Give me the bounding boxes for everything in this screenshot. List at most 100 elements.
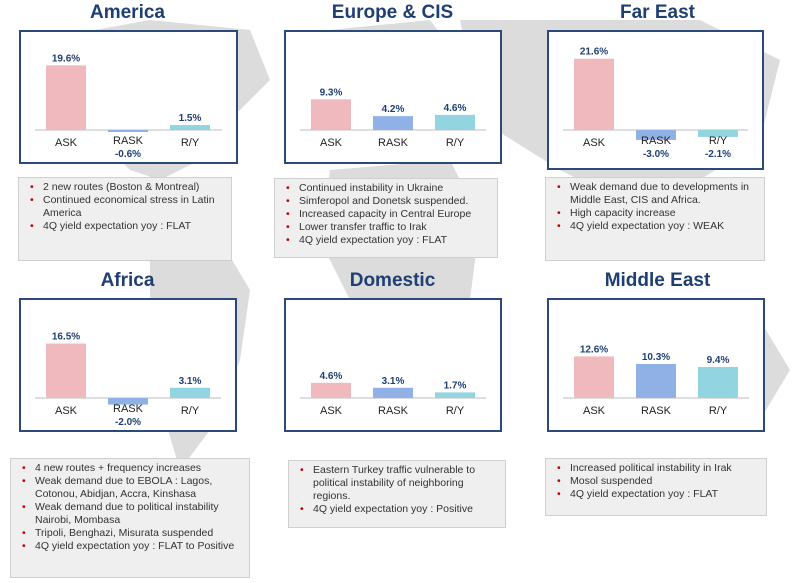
- value-label: 4.2%: [382, 104, 405, 115]
- value-label: 10.3%: [642, 352, 670, 363]
- note-item: Continued economical stress in Latin Ame…: [30, 194, 225, 220]
- panel-africa: Africa 16.5% ASK -2.0% RASK 3.1% R/Y 4 new ro…: [10, 268, 255, 583]
- value-label: 19.6%: [52, 53, 80, 64]
- note-item: 4Q yield expectation yoy : FLAT: [286, 234, 491, 247]
- value-label: 3.1%: [179, 376, 202, 387]
- note-item: 4Q yield expectation yoy : WEAK: [557, 220, 758, 233]
- category-label: ASK: [55, 137, 78, 149]
- note-item: 4Q yield expectation yoy : Positive: [300, 503, 499, 516]
- bar-ask: [46, 343, 86, 398]
- value-label: -2.0%: [115, 417, 141, 428]
- panel-far-east: Far East 21.6% ASK -3.0% RASK -2.1% R/Y Weak …: [545, 0, 770, 265]
- chart-frame: 4.6% ASK 3.1% RASK 1.7% R/Y: [284, 298, 502, 432]
- value-label: 16.5%: [52, 332, 80, 343]
- chart-frame: 12.6% ASK 10.3% RASK 9.4% R/Y: [547, 298, 765, 432]
- bar-ask: [574, 58, 614, 130]
- note-item: Eastern Turkey traffic vulnerable to pol…: [300, 464, 499, 503]
- region-title: America: [90, 2, 165, 23]
- notes-list: Weak demand due to developments in Middl…: [552, 181, 758, 233]
- bar-r-y: [698, 366, 738, 398]
- bar-chart: 19.6% ASK -0.6% RASK 1.5% R/Y: [35, 53, 222, 160]
- bar-rask: [636, 130, 676, 140]
- value-label: 12.6%: [580, 344, 608, 355]
- notes-box: Eastern Turkey traffic vulnerable to pol…: [288, 460, 506, 528]
- category-label: RASK: [641, 135, 672, 147]
- notes-box: 4 new routes + frequency increases Weak …: [10, 458, 250, 578]
- bar-r-y: [435, 392, 475, 398]
- note-item: 2 new routes (Boston & Montreal): [30, 181, 225, 194]
- bar-r-y: [435, 114, 475, 130]
- category-label: R/Y: [709, 405, 728, 417]
- notes-list: Continued instability in Ukraine Simfero…: [281, 182, 491, 247]
- bar-rask: [108, 130, 148, 132]
- bar-ask: [311, 382, 351, 398]
- notes-list: 4 new routes + frequency increases Weak …: [17, 462, 243, 553]
- bar-chart: 21.6% ASK -3.0% RASK -2.1% R/Y: [563, 47, 748, 160]
- bar-r-y: [170, 125, 210, 130]
- note-item: 4Q yield expectation yoy : FLAT: [30, 220, 225, 233]
- panel-europe: Europe & CIS 9.3% ASK 4.2% RASK 4.6% R/Y Cont…: [274, 0, 505, 265]
- note-item: Weak demand due to political instability…: [22, 501, 243, 527]
- region-title: Middle East: [604, 270, 711, 291]
- note-item: Mosol suspended: [557, 475, 760, 488]
- notes-list: Increased political instability in Irak …: [552, 462, 760, 501]
- value-label: -0.6%: [115, 149, 141, 160]
- note-item: Continued instability in Ukraine: [286, 182, 491, 195]
- note-item: 4Q yield expectation yoy : FLAT: [557, 488, 760, 501]
- bar-rask: [108, 398, 148, 405]
- bar-ask: [46, 65, 86, 130]
- category-label: R/Y: [446, 137, 465, 149]
- category-label: ASK: [320, 137, 343, 149]
- note-item: Increased political instability in Irak: [557, 462, 760, 475]
- value-label: 4.6%: [444, 103, 467, 114]
- notes-box: Continued instability in Ukraine Simfero…: [274, 178, 498, 258]
- bar-chart: 12.6% ASK 10.3% RASK 9.4% R/Y: [563, 344, 749, 417]
- bar-chart: 4.6% ASK 3.1% RASK 1.7% R/Y: [300, 371, 486, 417]
- category-label: RASK: [378, 137, 409, 149]
- note-item: Increased capacity in Central Europe: [286, 208, 491, 221]
- category-label: ASK: [583, 137, 606, 149]
- chart-frame: 16.5% ASK -2.0% RASK 3.1% R/Y: [19, 298, 237, 432]
- value-label: -3.0%: [643, 149, 669, 160]
- panel-domestic: Domestic 4.6% ASK 3.1% RASK 1.7% R/Y Eastern …: [280, 268, 506, 533]
- value-label: 4.6%: [320, 371, 343, 382]
- notes-box: 2 new routes (Boston & Montreal) Continu…: [18, 177, 232, 261]
- value-label: 3.1%: [382, 376, 405, 387]
- panel-middle-east: Middle East 12.6% ASK 10.3% RASK 9.4% R/Y Inc…: [545, 268, 770, 533]
- note-item: Simferopol and Donetsk suspended.: [286, 195, 491, 208]
- value-label: -2.1%: [705, 149, 731, 160]
- chart-frame: 19.6% ASK -0.6% RASK 1.5% R/Y: [19, 30, 238, 164]
- note-item: High capacity increase: [557, 207, 758, 220]
- value-label: 9.4%: [707, 355, 730, 366]
- bar-ask: [574, 356, 614, 398]
- chart-frame: 9.3% ASK 4.2% RASK 4.6% R/Y: [284, 30, 502, 164]
- category-label: R/Y: [181, 405, 200, 417]
- panel-america: America 19.6% ASK -0.6% RASK 1.5% R/Y 2 new r…: [15, 0, 240, 265]
- category-label: ASK: [320, 405, 343, 417]
- bar-chart: 9.3% ASK 4.2% RASK 4.6% R/Y: [300, 87, 486, 149]
- value-label: 9.3%: [320, 87, 343, 98]
- notes-list: 2 new routes (Boston & Montreal) Continu…: [25, 181, 225, 233]
- chart-frame: 21.6% ASK -3.0% RASK -2.1% R/Y: [547, 30, 764, 170]
- region-title: Domestic: [349, 270, 436, 291]
- bar-rask: [636, 364, 676, 398]
- bar-chart: 16.5% ASK -2.0% RASK 3.1% R/Y: [35, 332, 221, 428]
- bar-r-y: [698, 130, 738, 137]
- value-label: 21.6%: [580, 47, 608, 58]
- category-label: R/Y: [181, 137, 200, 149]
- notes-box: Weak demand due to developments in Middl…: [545, 177, 765, 261]
- region-title: Africa: [100, 270, 155, 291]
- category-label: R/Y: [709, 135, 728, 147]
- note-item: 4Q yield expectation yoy : FLAT to Posit…: [22, 540, 243, 553]
- bar-rask: [373, 116, 413, 130]
- category-label: RASK: [641, 405, 672, 417]
- category-label: RASK: [113, 135, 144, 147]
- note-item: Tripoli, Benghazi, Misurata suspended: [22, 527, 243, 540]
- note-item: 4 new routes + frequency increases: [22, 462, 243, 475]
- region-title: Europe & CIS: [331, 2, 454, 23]
- value-label: 1.5%: [179, 113, 202, 124]
- category-label: RASK: [378, 405, 409, 417]
- value-label: 1.7%: [444, 380, 467, 391]
- note-item: Weak demand due to developments in Middl…: [557, 181, 758, 207]
- category-label: R/Y: [446, 405, 465, 417]
